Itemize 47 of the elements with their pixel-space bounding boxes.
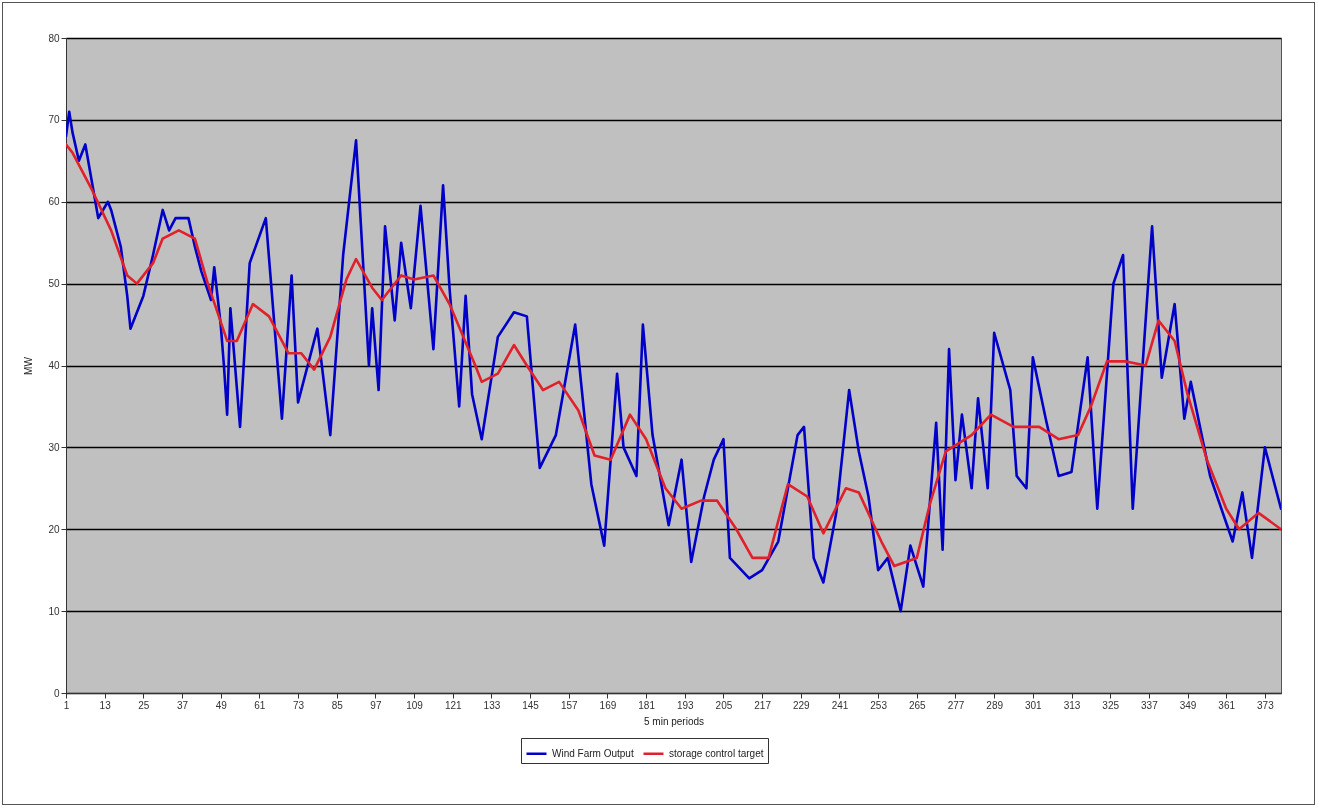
x-tick-label: 265 — [908, 699, 927, 711]
x-tick-label: 301 — [1025, 699, 1043, 711]
y-tick-label: 0 — [53, 687, 60, 699]
x-tick-label: 205 — [715, 699, 733, 711]
line-series — [66, 143, 1281, 568]
y-tick-label: 70 — [48, 114, 60, 126]
y-tick-label: 10 — [48, 605, 60, 617]
x-tick-label: 61 — [254, 699, 266, 711]
x-tick-label: 25 — [138, 699, 150, 711]
x-tick-label: 361 — [1218, 699, 1236, 711]
x-tick-label: 325 — [1102, 699, 1120, 711]
legend-label: Wind Farm Output — [552, 747, 634, 759]
x-tick-label: 49 — [215, 699, 228, 711]
x-tick-label: 241 — [831, 699, 849, 711]
x-tick-label: 97 — [370, 699, 382, 711]
y-tick-label: 50 — [48, 278, 60, 290]
x-tick-label: 121 — [444, 699, 463, 711]
y-axis-title: MW — [23, 356, 35, 375]
x-tick-label: 373 — [1257, 699, 1275, 711]
line-series — [66, 110, 1281, 613]
x-tick-label: 133 — [483, 699, 501, 711]
legend-label: storage control target — [669, 747, 764, 759]
x-tick-label: 193 — [676, 699, 695, 711]
x-tick-label: 37 — [176, 699, 189, 711]
x-tick-label: 157 — [560, 699, 579, 711]
x-tick-label: 145 — [522, 699, 540, 711]
x-tick-label: 277 — [947, 699, 965, 711]
x-tick-label: 289 — [986, 699, 1004, 711]
x-tick-label: 109 — [406, 699, 424, 711]
x-tick-label: 349 — [1179, 699, 1197, 711]
x-tick-label: 181 — [638, 699, 656, 711]
y-tick-label: 80 — [48, 32, 60, 44]
x-axis-title: 5 min periods — [643, 715, 705, 727]
y-tick-label: 40 — [48, 360, 60, 371]
x-tick-label: 13 — [99, 699, 112, 711]
x-tick-label: 313 — [1063, 699, 1081, 711]
x-tick-label: 253 — [870, 699, 888, 711]
x-tick-label: 337 — [1141, 699, 1159, 711]
x-tick-label: 85 — [331, 699, 344, 711]
x-tick-label: 169 — [599, 699, 617, 711]
x-tick-label: 229 — [792, 699, 811, 711]
x-tick-label: 1 — [63, 699, 70, 711]
x-tick-label: 217 — [754, 699, 772, 711]
y-tick-label: 60 — [48, 196, 60, 208]
x-tick-label: 73 — [292, 699, 305, 711]
y-tick-label: 20 — [48, 523, 60, 535]
y-tick-label: 30 — [48, 441, 60, 453]
